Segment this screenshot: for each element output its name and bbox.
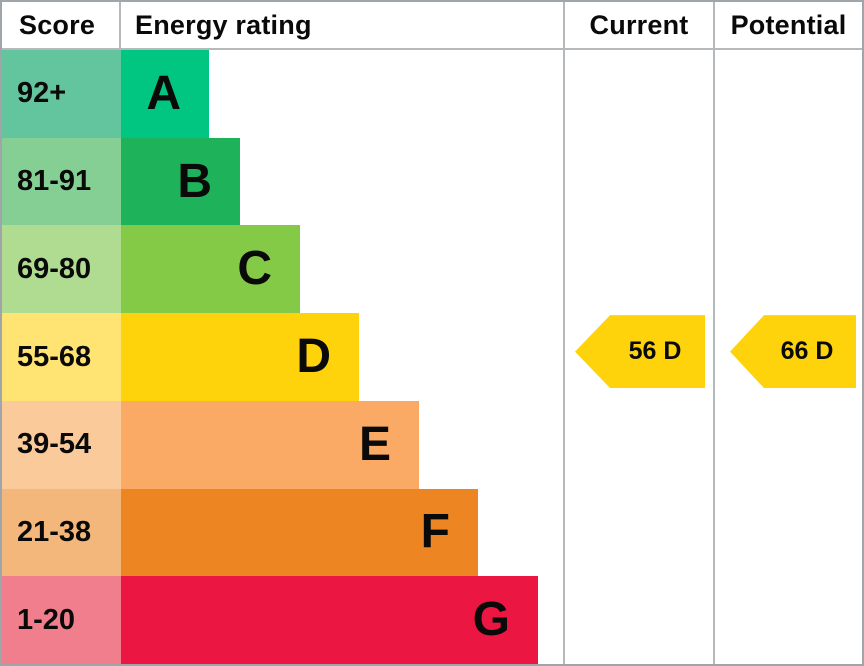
score-cell-f: 21-38 (2, 488, 121, 577)
rating-bar-b: B (121, 137, 240, 226)
potential-row-g (715, 576, 862, 664)
rating-letter-a: A (146, 66, 181, 120)
rating-bar-d: D (121, 313, 359, 401)
current-row-g (565, 576, 713, 664)
current-cells: 56 D (565, 50, 713, 664)
potential-row-e (715, 401, 862, 489)
current-row-c (565, 225, 713, 313)
score-cell-e: 39-54 (2, 400, 121, 489)
potential-row-f (715, 489, 862, 577)
rating-bar-row-g: G (121, 576, 563, 664)
rating-bar-row-c: C (121, 225, 563, 314)
score-cell-a: 92+ (2, 50, 121, 138)
rating-letter-d: D (296, 330, 331, 384)
potential-rating-value: 66 D (780, 337, 834, 366)
current-row-d: 56 D (565, 313, 713, 401)
rating-bar-row-b: B (121, 137, 563, 226)
score-cell-b: 81-91 (2, 137, 121, 226)
score-column: Score 92+ 81-91 69-80 55-68 39-54 21-38 1-20 (2, 2, 121, 664)
current-row-e (565, 401, 713, 489)
rating-letter-b: B (177, 154, 212, 208)
score-cell-g: 1-20 (2, 576, 121, 664)
rating-bar-row-d: D (121, 313, 563, 401)
potential-row-c (715, 225, 862, 313)
rating-bar-f: F (121, 488, 478, 577)
score-cell-d: 55-68 (2, 313, 121, 401)
rating-bar-a: A (121, 50, 209, 138)
potential-column: Potential 66 D (713, 2, 862, 664)
score-cells: 92+ 81-91 69-80 55-68 39-54 21-38 1-20 (2, 50, 121, 664)
current-rating-value: 56 D (628, 337, 682, 366)
rating-bar-row-f: F (121, 488, 563, 577)
current-row-b (565, 138, 713, 226)
rating-bar-c: C (121, 225, 300, 314)
rating-letter-c: C (237, 242, 272, 296)
rating-bar-g: G (121, 576, 538, 664)
rating-bar-row-e: E (121, 400, 563, 489)
potential-rating-arrow: 66 D (730, 315, 856, 389)
potential-row-a (715, 50, 862, 138)
rating-letter-g: G (472, 593, 510, 647)
current-rating-arrow: 56 D (575, 315, 705, 389)
score-header: Score (2, 2, 121, 50)
current-row-a (565, 50, 713, 138)
current-row-f (565, 489, 713, 577)
potential-header: Potential (715, 2, 862, 50)
rating-bar-e: E (121, 400, 419, 489)
current-header: Current (565, 2, 713, 50)
potential-row-d: 66 D (715, 313, 862, 401)
rating-bar-row-a: A (121, 50, 563, 138)
potential-cells: 66 D (715, 50, 862, 664)
score-cell-c: 69-80 (2, 225, 121, 314)
energy-rating-header: Energy rating (121, 2, 563, 50)
potential-row-b (715, 138, 862, 226)
rating-letter-e: E (358, 417, 391, 471)
rating-letter-f: F (420, 505, 450, 559)
current-column: Current 56 D (563, 2, 713, 664)
